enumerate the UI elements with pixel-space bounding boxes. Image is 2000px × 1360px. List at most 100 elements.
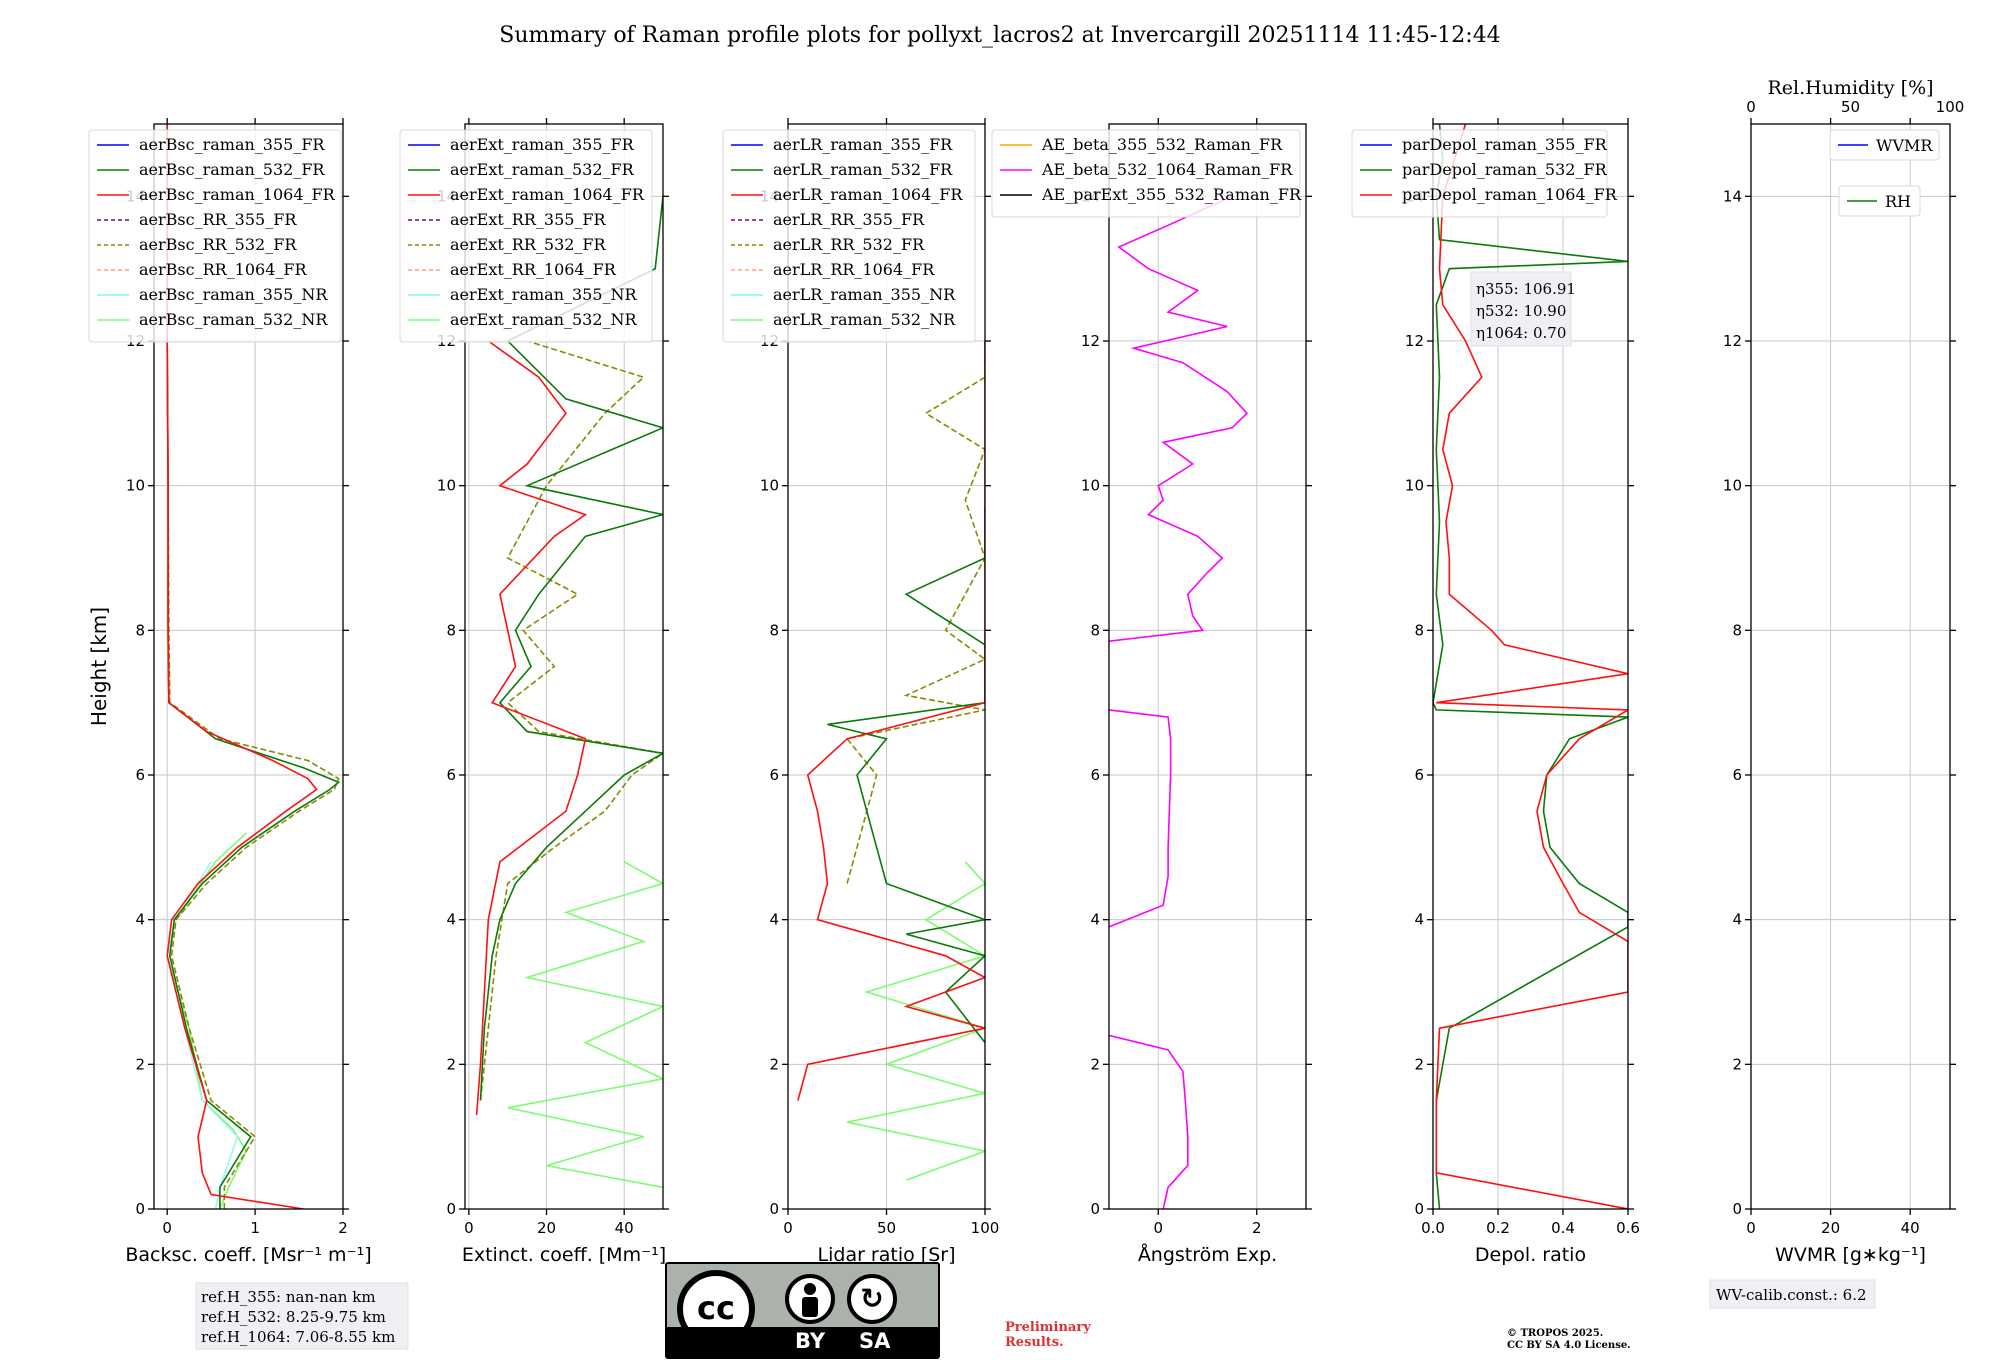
ref-height-line: ref.H_532: 8.25-9.75 km: [201, 1308, 386, 1326]
legend-label: aerExt_RR_1064_FR: [450, 260, 617, 279]
axes-frame: [1750, 123, 1951, 1210]
x-tick-label: 0: [464, 1219, 474, 1237]
y-tick-label: 0: [769, 1200, 779, 1218]
legend-box: [88, 129, 342, 343]
copyright-line-2: CC BY SA 4.0 License.: [1507, 1340, 1631, 1351]
x-tick-label: 20: [537, 1219, 556, 1237]
legend-label: aerBsc_RR_1064_FR: [139, 260, 308, 279]
y-tick-label: 10: [126, 477, 145, 495]
legend-label: aerBsc_RR_532_FR: [139, 235, 297, 254]
legend-label: aerExt_raman_1064_FR: [450, 185, 645, 204]
y-tick-label: 0: [1732, 1200, 1742, 1218]
x-tick-label: 1: [250, 1219, 260, 1237]
x-axis-label: Ångström Exp.: [1138, 1243, 1277, 1266]
y-tick-label: 0: [446, 1200, 456, 1218]
legend-label: aerBsc_raman_532_NR: [139, 310, 328, 329]
series-line: [1109, 195, 1249, 642]
legend-box: [1351, 129, 1608, 218]
y-tick-label: 4: [1090, 911, 1100, 929]
top-tick-label: 0: [1746, 98, 1756, 116]
y-tick-label: 4: [1414, 911, 1424, 929]
y-tick-label: 0: [1414, 1200, 1424, 1218]
x-axis-label: Lidar ratio [Sr]: [818, 1244, 956, 1266]
axes-frame: [153, 123, 344, 1210]
legend-box: [1838, 185, 1921, 217]
copyright-note: © TROPOS 2025. CC BY SA 4.0 License.: [1507, 1328, 1631, 1352]
axes-frame: [464, 123, 664, 1210]
legend-label: RH: [1885, 192, 1911, 211]
series-line: [845, 341, 985, 884]
series-line: [166, 124, 340, 1209]
y-tick-label: 0: [1090, 1200, 1100, 1218]
y-tick-label: 12: [1723, 332, 1742, 350]
y-tick-label: 2: [1732, 1055, 1742, 1073]
legend-label: WVMR: [1876, 136, 1933, 155]
preliminary-line-1: Preliminary: [1005, 1320, 1091, 1335]
legend-label: AE_beta_532_1064_Raman_FR: [1041, 160, 1293, 179]
preliminary-line-2: Results.: [1005, 1335, 1064, 1350]
legend-label: aerExt_RR_355_FR: [450, 210, 607, 229]
legend-label: parDepol_raman_532_FR: [1402, 160, 1608, 179]
x-tick-label: 0: [1746, 1219, 1756, 1237]
share-alike-icon: ↻: [847, 1274, 897, 1324]
legend-label: aerLR_RR_532_FR: [773, 235, 925, 254]
y-tick-label: 14: [1723, 187, 1742, 205]
attribution-icon: [785, 1274, 835, 1324]
legend-label: aerLR_RR_1064_FR: [773, 260, 935, 279]
ref-height-line: ref.H_1064: 7.06-8.55 km: [201, 1328, 395, 1346]
legend-label: aerLR_raman_355_FR: [773, 135, 953, 154]
series-line: [475, 340, 588, 1116]
x-tick-label: 40: [615, 1219, 634, 1237]
y-tick-label: 0: [135, 1200, 145, 1218]
panel-lr: 02468101214050100Lidar ratio [Sr]aerLR_r…: [722, 118, 999, 1266]
eta-value: η532: 10.90: [1476, 302, 1566, 320]
sa-label: SA: [859, 1329, 891, 1353]
y-tick-label: 8: [1732, 621, 1742, 639]
y-tick-label: 4: [446, 911, 456, 929]
x-axis-label: Extinct. coeff. [Mm⁻¹]: [462, 1244, 666, 1266]
legend-label: aerLR_raman_1064_FR: [773, 185, 963, 204]
y-tick-label: 6: [446, 766, 456, 784]
y-tick-label: 8: [1414, 621, 1424, 639]
x-tick-label: 50: [877, 1219, 896, 1237]
legend-label: aerExt_raman_355_NR: [450, 285, 638, 304]
eta-value: η355: 106.91: [1476, 280, 1576, 298]
series-line: [479, 196, 663, 1101]
y-tick-label: 6: [769, 766, 779, 784]
y-tick-label: 10: [1405, 477, 1424, 495]
y-tick-label: 4: [1732, 911, 1742, 929]
y-tick-label: 4: [769, 911, 779, 929]
legend-label: aerBsc_raman_355_NR: [139, 285, 328, 304]
ref-height-line: ref.H_355: nan-nan km: [201, 1288, 376, 1306]
x-tick-label: 0: [162, 1219, 172, 1237]
y-axis-label: Height [km]: [87, 607, 111, 726]
y-tick-label: 8: [135, 621, 145, 639]
eta-value: η1064: 0.70: [1476, 324, 1566, 342]
x-tick-label: 40: [1901, 1219, 1920, 1237]
legend-ext: aerExt_raman_355_FR aerExt_raman_532_FRae…: [399, 129, 653, 343]
panel-wv: 0 2 4 6 8 10 12 14 0 20 40 WVMR [g∗kg⁻¹] 0 50 100Rel.H…: [1709, 77, 1964, 1309]
panel-ae: 0246810121402Ångström Exp.AE_beta_355_53…: [991, 118, 1312, 1266]
legend-rh: RH: [1838, 185, 1921, 217]
legend-label: aerBsc_raman_355_FR: [139, 135, 325, 154]
legend-label: aerBsc_raman_532_FR: [139, 160, 325, 179]
y-tick-label: 6: [135, 766, 145, 784]
y-tick-label: 10: [1081, 477, 1100, 495]
y-tick-label: 4: [135, 911, 145, 929]
top-tick-label: 50: [1841, 98, 1860, 116]
wv-calib-constant: WV-calib.const.: 6.2: [1716, 1286, 1867, 1304]
y-tick-label: 8: [1090, 621, 1100, 639]
y-tick-label: 2: [769, 1055, 779, 1073]
y-tick-label: 8: [769, 621, 779, 639]
x-axis-label: Depol. ratio: [1475, 1244, 1586, 1266]
eta-box-bg: [1470, 271, 1572, 347]
ref-heights-bg: [195, 1282, 409, 1350]
series-line: [166, 832, 248, 1209]
y-tick-label: 2: [135, 1055, 145, 1073]
series-group: [797, 341, 985, 1181]
calib-bg: [1709, 1279, 1876, 1309]
series-line: [827, 507, 985, 1044]
series-line: [1433, 124, 1628, 1209]
legend-box: [722, 129, 976, 343]
